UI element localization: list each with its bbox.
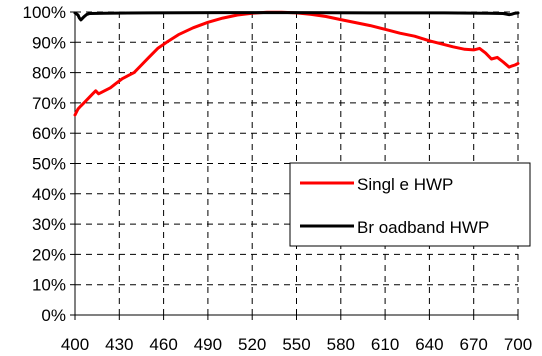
x-tick-label: 520 [238, 335, 266, 354]
y-tick-label: 0% [41, 306, 66, 325]
x-tick-label: 700 [504, 335, 532, 354]
y-tick-label: 60% [32, 124, 66, 143]
y-tick-label: 50% [32, 155, 66, 174]
x-tick-label: 460 [149, 335, 177, 354]
y-tick-label: 30% [32, 215, 66, 234]
y-tick-label: 10% [32, 276, 66, 295]
legend: Singl e HWP Br oadband HWP [289, 162, 531, 247]
series-line-broadband-hwp [73, 11, 520, 22]
x-tick-label: 580 [327, 335, 355, 354]
y-tick-label: 100% [23, 3, 66, 22]
y-tick-label: 90% [32, 33, 66, 52]
legend-box [289, 162, 531, 247]
y-tick-label: 70% [32, 94, 66, 113]
legend-label-single-hwp: Singl e HWP [357, 175, 453, 194]
x-tick-label: 550 [282, 335, 310, 354]
y-tick-label: 80% [32, 64, 66, 83]
x-tick-label: 610 [371, 335, 399, 354]
x-tick-label: 490 [194, 335, 222, 354]
y-tick-label: 40% [32, 185, 66, 204]
x-tick-label: 640 [415, 335, 443, 354]
axes [70, 11, 519, 320]
y-tick-label: 20% [32, 245, 66, 264]
x-tick-labels: 400 430 460 490 520 550 580 610 640 670 700 [61, 335, 532, 354]
y-tick-labels: 0% 10% 20% 30% 40% 50% 60% 70% 80% 90% 100% [23, 3, 66, 325]
x-tick-label: 430 [105, 335, 133, 354]
series-lines [73, 10, 520, 117]
x-tick-label: 400 [61, 335, 89, 354]
x-tick-label: 670 [460, 335, 488, 354]
legend-label-broadband-hwp: Br oadband HWP [357, 218, 489, 237]
